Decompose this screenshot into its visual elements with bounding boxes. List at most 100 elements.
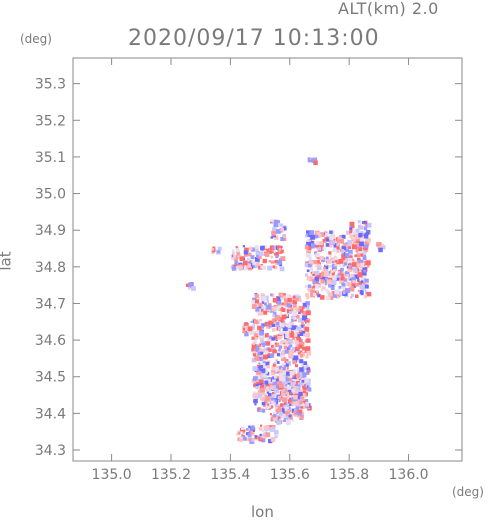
echo-cell — [274, 259, 278, 264]
echo-cell — [283, 392, 286, 396]
echo-cell — [362, 234, 365, 236]
echo-cell — [366, 237, 371, 243]
echo-cell — [271, 399, 276, 405]
chart-title: 2020/09/17 10:13:00 — [128, 26, 380, 51]
echo-cell — [247, 252, 251, 255]
echo-cell — [255, 307, 260, 312]
y-tick-label: 34.3 — [35, 443, 66, 459]
echo-cell — [267, 323, 270, 326]
echo-cell — [259, 338, 265, 343]
echo-cell — [261, 373, 265, 378]
echo-cell — [275, 339, 278, 342]
echo-cell — [299, 341, 305, 347]
echo-cell — [211, 248, 215, 251]
echo-cell — [327, 293, 331, 297]
echo-cell — [343, 243, 347, 247]
echo-cell — [278, 383, 284, 389]
echo-cell — [298, 317, 303, 323]
echo-cell — [287, 376, 291, 379]
x-axis-label: lon — [251, 503, 274, 521]
x-axis-unit: (deg) — [452, 485, 484, 499]
echo-cell — [299, 332, 304, 336]
echo-cell — [252, 351, 256, 355]
plot-frame — [72, 57, 463, 462]
echo-cell — [343, 262, 347, 266]
echo-cell — [234, 260, 238, 264]
echo-cell — [302, 324, 305, 327]
echo-cell — [357, 279, 360, 282]
echo-cell — [318, 258, 321, 261]
echo-cell — [242, 431, 245, 434]
echo-cell — [247, 432, 252, 437]
echo-cell — [279, 258, 282, 261]
echo-cell — [278, 292, 283, 297]
echo-cell — [259, 343, 263, 347]
echo-cell — [376, 242, 381, 247]
echo-cell — [281, 413, 286, 419]
echo-cell — [273, 219, 278, 224]
echo-cell — [255, 386, 259, 390]
echo-cell — [302, 385, 306, 389]
echo-cell — [318, 262, 321, 265]
echo-cell — [266, 341, 270, 346]
echo-cell — [310, 289, 315, 295]
echo-cell — [341, 234, 346, 239]
echo-cell — [285, 410, 291, 416]
echo-cell — [260, 245, 265, 251]
echo-cell — [281, 308, 286, 312]
echo-cell — [319, 286, 322, 289]
echo-cell — [360, 262, 365, 267]
echo-cell — [304, 326, 310, 332]
echo-cell — [255, 257, 260, 262]
echo-cell — [260, 437, 263, 440]
echo-cell — [241, 434, 244, 437]
echo-cell — [237, 432, 240, 435]
echo-cell — [339, 249, 343, 252]
echo-cell — [312, 276, 315, 279]
echo-cell — [294, 340, 299, 345]
echo-cell — [359, 225, 364, 230]
echo-cell — [286, 391, 289, 395]
echo-cell — [305, 346, 311, 351]
echo-cell — [261, 429, 265, 433]
echo-cell — [272, 349, 277, 354]
echo-cell — [295, 297, 299, 302]
echo-cell — [280, 381, 283, 384]
echo-cell — [269, 413, 272, 416]
echo-cell — [263, 374, 267, 378]
y-tick-label: 35.3 — [35, 77, 66, 93]
echo-cell — [289, 397, 292, 401]
echo-cell — [329, 236, 333, 240]
echo-cell — [366, 264, 370, 268]
echo-cell — [325, 243, 330, 247]
echo-cell — [363, 276, 367, 280]
echo-cell — [350, 293, 354, 297]
echo-cell — [341, 245, 347, 251]
echo-cell — [277, 300, 282, 305]
echo-cell — [258, 265, 263, 270]
echo-cell — [306, 350, 312, 356]
echo-cell — [338, 275, 341, 279]
echo-cell — [273, 222, 279, 228]
echo-cell — [275, 333, 278, 336]
echo-cell — [259, 368, 262, 372]
echo-cell — [316, 234, 320, 238]
echo-cell — [352, 267, 357, 272]
echo-cell — [363, 227, 368, 231]
echo-cell — [354, 254, 358, 258]
echo-cell — [262, 258, 267, 264]
echo-cell — [363, 250, 367, 254]
echo-cell — [291, 325, 296, 331]
echo-cell — [298, 403, 302, 407]
echo-cell — [305, 293, 309, 297]
echo-cell — [340, 273, 344, 277]
echo-cell — [269, 306, 274, 311]
echo-cell — [324, 264, 329, 270]
echo-cell — [301, 364, 304, 367]
echo-cell — [254, 436, 258, 440]
echo-cell — [286, 395, 290, 399]
echo-cell — [355, 240, 358, 244]
echo-cell — [265, 395, 271, 401]
echo-cell — [300, 324, 304, 328]
echo-cell — [348, 257, 353, 262]
